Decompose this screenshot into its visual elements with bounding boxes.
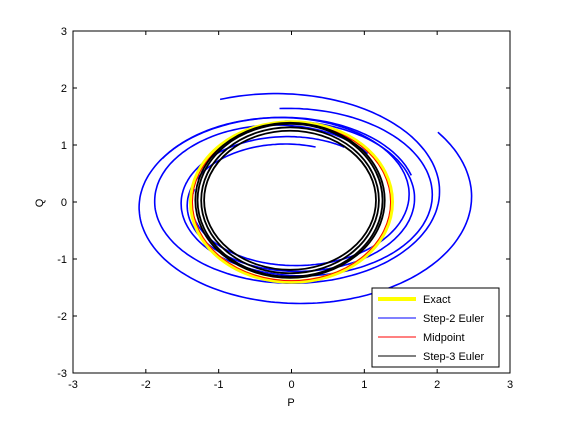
y-tick-label: 2: [61, 83, 67, 95]
y-axis-label: Q: [34, 198, 46, 207]
step-3-euler-curve: [200, 126, 380, 275]
step-2-euler-curve: [186, 120, 416, 273]
step-3-euler-curve: [196, 123, 384, 278]
step-2-euler-curve: [161, 116, 410, 267]
y-tick-label: 3: [61, 26, 67, 38]
y-tick-label: -1: [57, 254, 67, 266]
step-3-euler-curve: [203, 129, 377, 271]
curves-group: [138, 92, 473, 305]
legend-label: Exact: [423, 294, 451, 306]
legend-label: Step-2 Euler: [423, 313, 484, 325]
x-tick-label: 1: [361, 379, 367, 391]
legend-label: Step-3 Euler: [423, 351, 484, 363]
x-axis-label: P: [287, 397, 294, 409]
x-ticks: -3 -2 -1 0 1 2 3: [68, 31, 513, 391]
x-tick-label: 3: [507, 379, 513, 391]
y-tick-label: -2: [57, 311, 67, 323]
y-tick-label: -3: [57, 368, 67, 380]
legend-label: Midpoint: [423, 332, 465, 344]
step-2-euler-curve: [153, 92, 441, 285]
y-tick-label: 0: [61, 197, 67, 209]
legend: Exact Step-2 Euler Midpoint Step-3 Euler: [371, 287, 500, 368]
step-2-euler-curve: [180, 107, 434, 277]
y-tick-label: 1: [61, 140, 67, 152]
step-3-euler-curve: [194, 121, 386, 279]
x-tick-label: -2: [141, 379, 151, 391]
x-tick-label: 2: [434, 379, 440, 391]
x-tick-label: -1: [214, 379, 224, 391]
x-tick-label: -3: [68, 379, 78, 391]
legend-box: [371, 287, 500, 368]
y-ticks: -3 -2 -1 0 1 2 3: [57, 26, 510, 380]
x-tick-label: 0: [288, 379, 294, 391]
